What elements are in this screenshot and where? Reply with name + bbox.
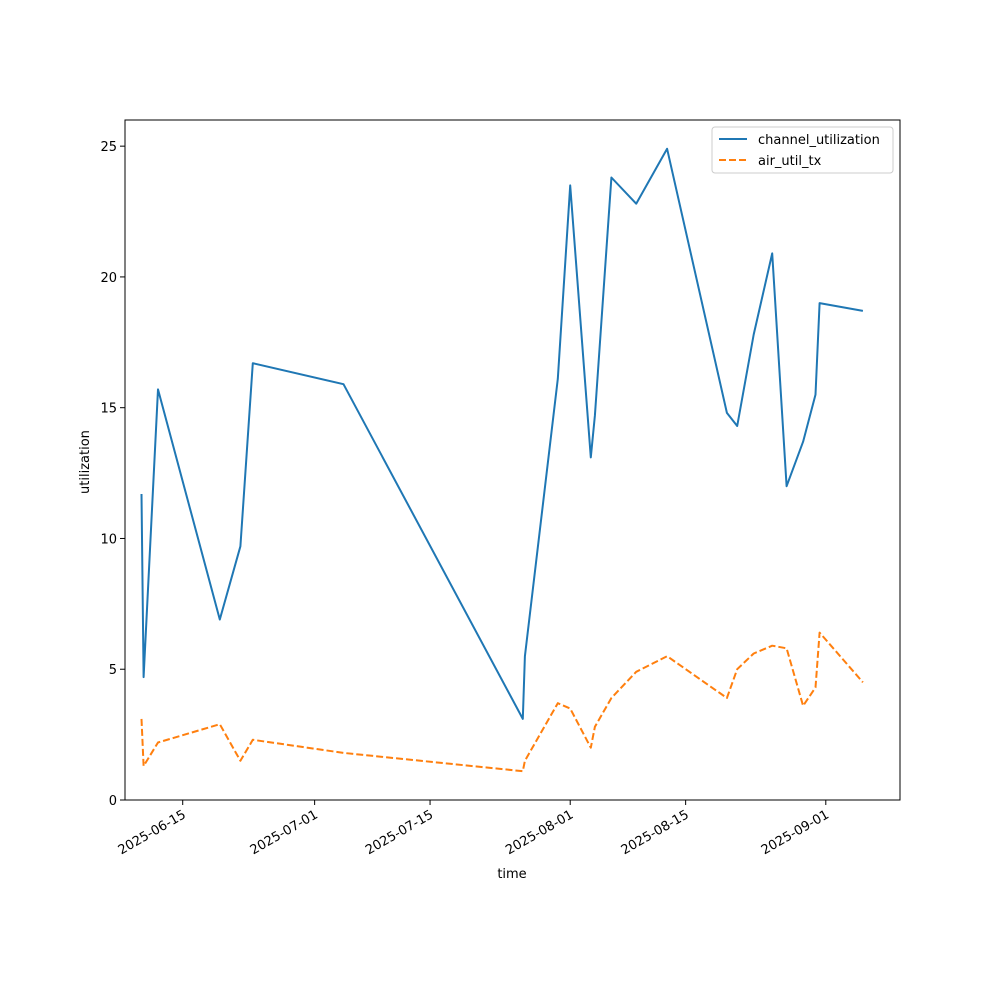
plot-area xyxy=(125,120,900,800)
x-tick-label-5: 2025-09-01 xyxy=(759,807,832,858)
y-tick-label-3: 15 xyxy=(100,402,117,417)
x-tick-label-3: 2025-08-01 xyxy=(503,807,576,858)
y-tick-label-5: 25 xyxy=(100,140,117,155)
y-tick-label-0: 0 xyxy=(109,794,117,809)
legend-box xyxy=(711,126,894,174)
x-tick-label-0: 2025-06-15 xyxy=(116,807,189,858)
x-axis-ticks: 2025-06-15 2025-07-01 2025-07-15 2025-08-01… xyxy=(116,800,832,858)
x-axis-label: time xyxy=(497,867,526,882)
x-tick-label-2: 2025-07-15 xyxy=(363,807,436,858)
y-tick-label-2: 10 xyxy=(100,532,117,547)
legend: channel_utilization air_util_tx xyxy=(711,126,894,174)
y-axis-label: utilization xyxy=(78,430,93,494)
legend-label-channel-utilization: channel_utilization xyxy=(758,133,880,148)
x-tick-label-1: 2025-07-01 xyxy=(248,807,321,858)
series-line-channel-utilization xyxy=(140,147,864,720)
y-tick-label-1: 5 xyxy=(109,663,117,678)
series-layer xyxy=(140,147,864,773)
y-tick-label-4: 20 xyxy=(100,271,117,286)
x-tick-label-4: 2025-08-15 xyxy=(619,807,692,858)
plot-frame xyxy=(124,119,901,801)
y-axis-ticks: 0 5 10 15 20 25 xyxy=(100,140,125,809)
legend-label-air-util-tx: air_util_tx xyxy=(758,154,822,169)
series-line-air-util-tx xyxy=(140,631,864,773)
